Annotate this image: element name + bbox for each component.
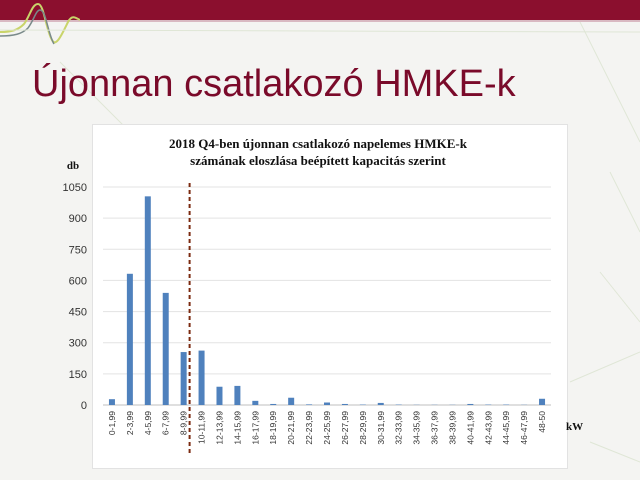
x-tick-label: 8-9,99 [179, 411, 189, 435]
y-tick-label: 450 [69, 307, 87, 319]
x-tick-label: 40-41,99 [465, 411, 475, 445]
x-tick-label: 10-11,99 [197, 411, 207, 444]
header-divider [0, 20, 640, 22]
y-tick-label: 300 [69, 338, 87, 350]
y-tick-label: 750 [69, 244, 87, 256]
x-tick-label: 34-35,99 [412, 411, 422, 445]
bar [144, 196, 151, 405]
x-tick-label: 44-45,99 [501, 411, 511, 445]
x-tick-label: 12-13,99 [214, 411, 224, 445]
header-bar [0, 0, 640, 20]
y-axis-label: db [67, 160, 79, 172]
x-tick-label: 42-43,99 [483, 411, 493, 445]
bar [288, 397, 295, 405]
slide-title: Újonnan csatlakozó HMKE-k [32, 63, 516, 105]
y-tick-label: 150 [69, 369, 87, 381]
bar [198, 350, 205, 405]
bar [377, 402, 384, 405]
x-tick-label: 2-3,99 [125, 411, 135, 435]
bar [216, 386, 223, 405]
x-tick-label: 4-5,99 [143, 411, 153, 435]
x-axis-label: kW [566, 421, 583, 433]
y-tick-label: 600 [69, 275, 87, 287]
x-tick-label: 46-47,99 [519, 411, 529, 445]
wave-logo-icon [0, 2, 80, 45]
bar [108, 399, 115, 405]
chart-title: 2018 Q4-ben újonnan csatlakozó napelemes… [169, 136, 468, 151]
bar [234, 385, 241, 405]
x-tick-label: 24-25,99 [322, 411, 332, 445]
y-tick-label: 900 [69, 213, 87, 225]
x-tick-label: 20-21,99 [286, 411, 296, 445]
y-tick-label: 1050 [63, 182, 87, 194]
chart-panel: 2018 Q4-ben újonnan csatlakozó napelemes… [63, 124, 583, 469]
chart: 2018 Q4-ben újonnan csatlakozó napelemes… [63, 136, 583, 455]
bar [324, 402, 330, 405]
chart-subtitle: számának eloszlása beépített kapacitás s… [190, 153, 446, 168]
x-tick-label: 48-50 [537, 411, 547, 433]
x-tick-label: 16-17,99 [250, 411, 260, 445]
bar [252, 400, 259, 405]
x-tick-label: 36-37,99 [430, 411, 440, 445]
x-tick-label: 28-29,99 [358, 411, 368, 445]
bar [341, 403, 348, 405]
x-tick-label: 22-23,99 [304, 411, 314, 445]
x-tick-label: 30-31,99 [376, 411, 386, 445]
bar [306, 404, 313, 405]
x-tick-label: 14-15,99 [232, 411, 242, 445]
x-tick-label: 38-39,99 [447, 411, 457, 445]
x-tick-label: 0-1,99 [107, 411, 117, 435]
x-tick-label: 18-19,99 [268, 411, 278, 445]
bar [270, 403, 277, 405]
bar [126, 273, 133, 405]
bar [539, 398, 546, 405]
x-tick-label: 32-33,99 [394, 411, 404, 445]
bar [180, 352, 187, 405]
x-tick-label: 26-27,99 [340, 411, 350, 445]
bar [467, 403, 474, 405]
x-tick-label: 6-7,99 [161, 411, 171, 435]
y-tick-label: 0 [81, 400, 87, 412]
bar [162, 292, 169, 405]
